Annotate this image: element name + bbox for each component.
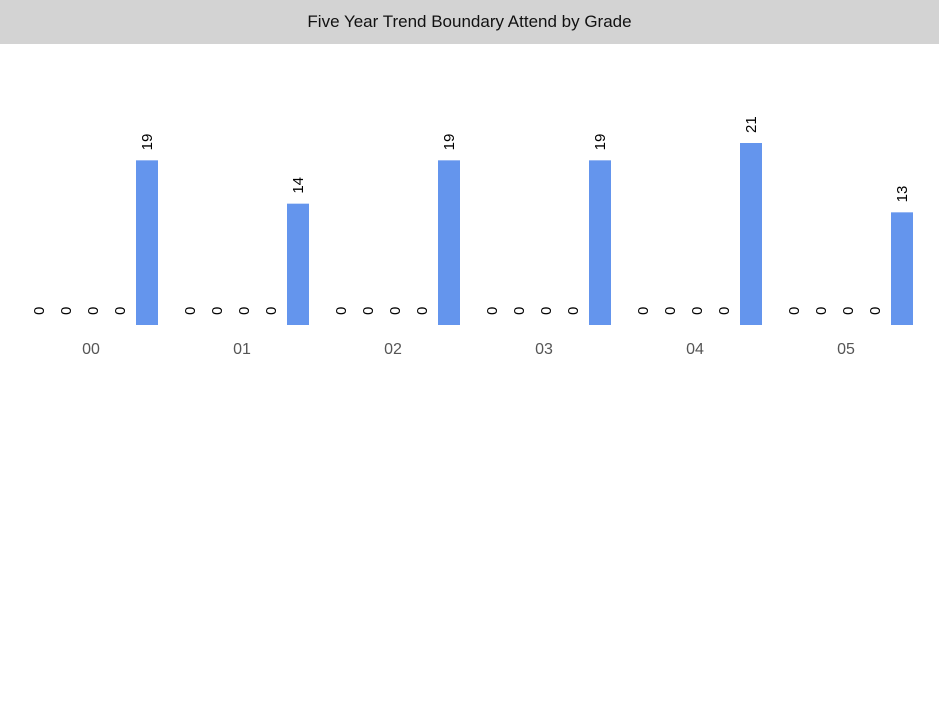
chart-title: Five Year Trend Boundary Attend by Grade xyxy=(307,12,632,31)
x-tick-label-01: 01 xyxy=(233,341,251,358)
value-label-00-series-1: 0 xyxy=(31,307,48,315)
value-label-03-series-4: 0 xyxy=(565,307,582,315)
value-label-02-series-4: 0 xyxy=(414,307,431,315)
value-label-01-series-2: 0 xyxy=(209,307,226,315)
x-tick-label-04: 04 xyxy=(686,341,704,358)
bar-05-series-5 xyxy=(891,212,913,325)
value-label-00-series-4: 0 xyxy=(112,307,129,315)
value-label-03-series-2: 0 xyxy=(511,307,528,315)
bar-04-series-5 xyxy=(740,143,762,325)
value-label-00-series-5: 19 xyxy=(139,134,156,151)
value-label-00-series-3: 0 xyxy=(85,307,102,315)
x-tick-label-02: 02 xyxy=(384,341,402,358)
value-label-02-series-2: 0 xyxy=(360,307,377,315)
value-label-03-series-1: 0 xyxy=(484,307,501,315)
value-label-04-series-1: 0 xyxy=(635,307,652,315)
value-label-01-series-5: 14 xyxy=(290,177,307,194)
value-label-02-series-5: 19 xyxy=(441,134,458,151)
value-label-01-series-1: 0 xyxy=(182,307,199,315)
value-label-04-series-2: 0 xyxy=(662,307,679,315)
bar-01-series-5 xyxy=(287,203,309,325)
chart-title-bar: Five Year Trend Boundary Attend by Grade xyxy=(0,0,939,44)
value-label-05-series-2: 0 xyxy=(813,307,830,315)
value-label-05-series-5: 13 xyxy=(894,186,911,203)
value-label-03-series-5: 19 xyxy=(592,134,609,151)
value-label-01-series-4: 0 xyxy=(263,307,280,315)
value-label-01-series-3: 0 xyxy=(236,307,253,315)
x-tick-label-05: 05 xyxy=(837,341,855,358)
value-label-05-series-1: 0 xyxy=(786,307,803,315)
value-label-02-series-1: 0 xyxy=(333,307,350,315)
bar-00-series-5 xyxy=(136,160,158,325)
bar-03-series-5 xyxy=(589,160,611,325)
bar-02-series-5 xyxy=(438,160,460,325)
value-label-04-series-5: 21 xyxy=(743,116,760,133)
x-tick-label-00: 00 xyxy=(82,341,100,358)
value-label-04-series-3: 0 xyxy=(689,307,706,315)
value-labels-layer: 0 0 0 0 19 0 0 0 0 14 0 0 0 0 19 0 0 0 0 19 0 0 0 0 21 0 0 0 0 13 xyxy=(31,116,911,315)
x-tick-label-03: 03 xyxy=(535,341,553,358)
value-label-03-series-3: 0 xyxy=(538,307,555,315)
bars-layer xyxy=(136,143,913,325)
value-label-05-series-3: 0 xyxy=(840,307,857,315)
value-label-02-series-3: 0 xyxy=(387,307,404,315)
x-axis-ticks: 00 01 02 03 04 05 xyxy=(82,341,855,358)
value-label-00-series-2: 0 xyxy=(58,307,75,315)
value-label-04-series-4: 0 xyxy=(716,307,733,315)
value-label-05-series-4: 0 xyxy=(867,307,884,315)
